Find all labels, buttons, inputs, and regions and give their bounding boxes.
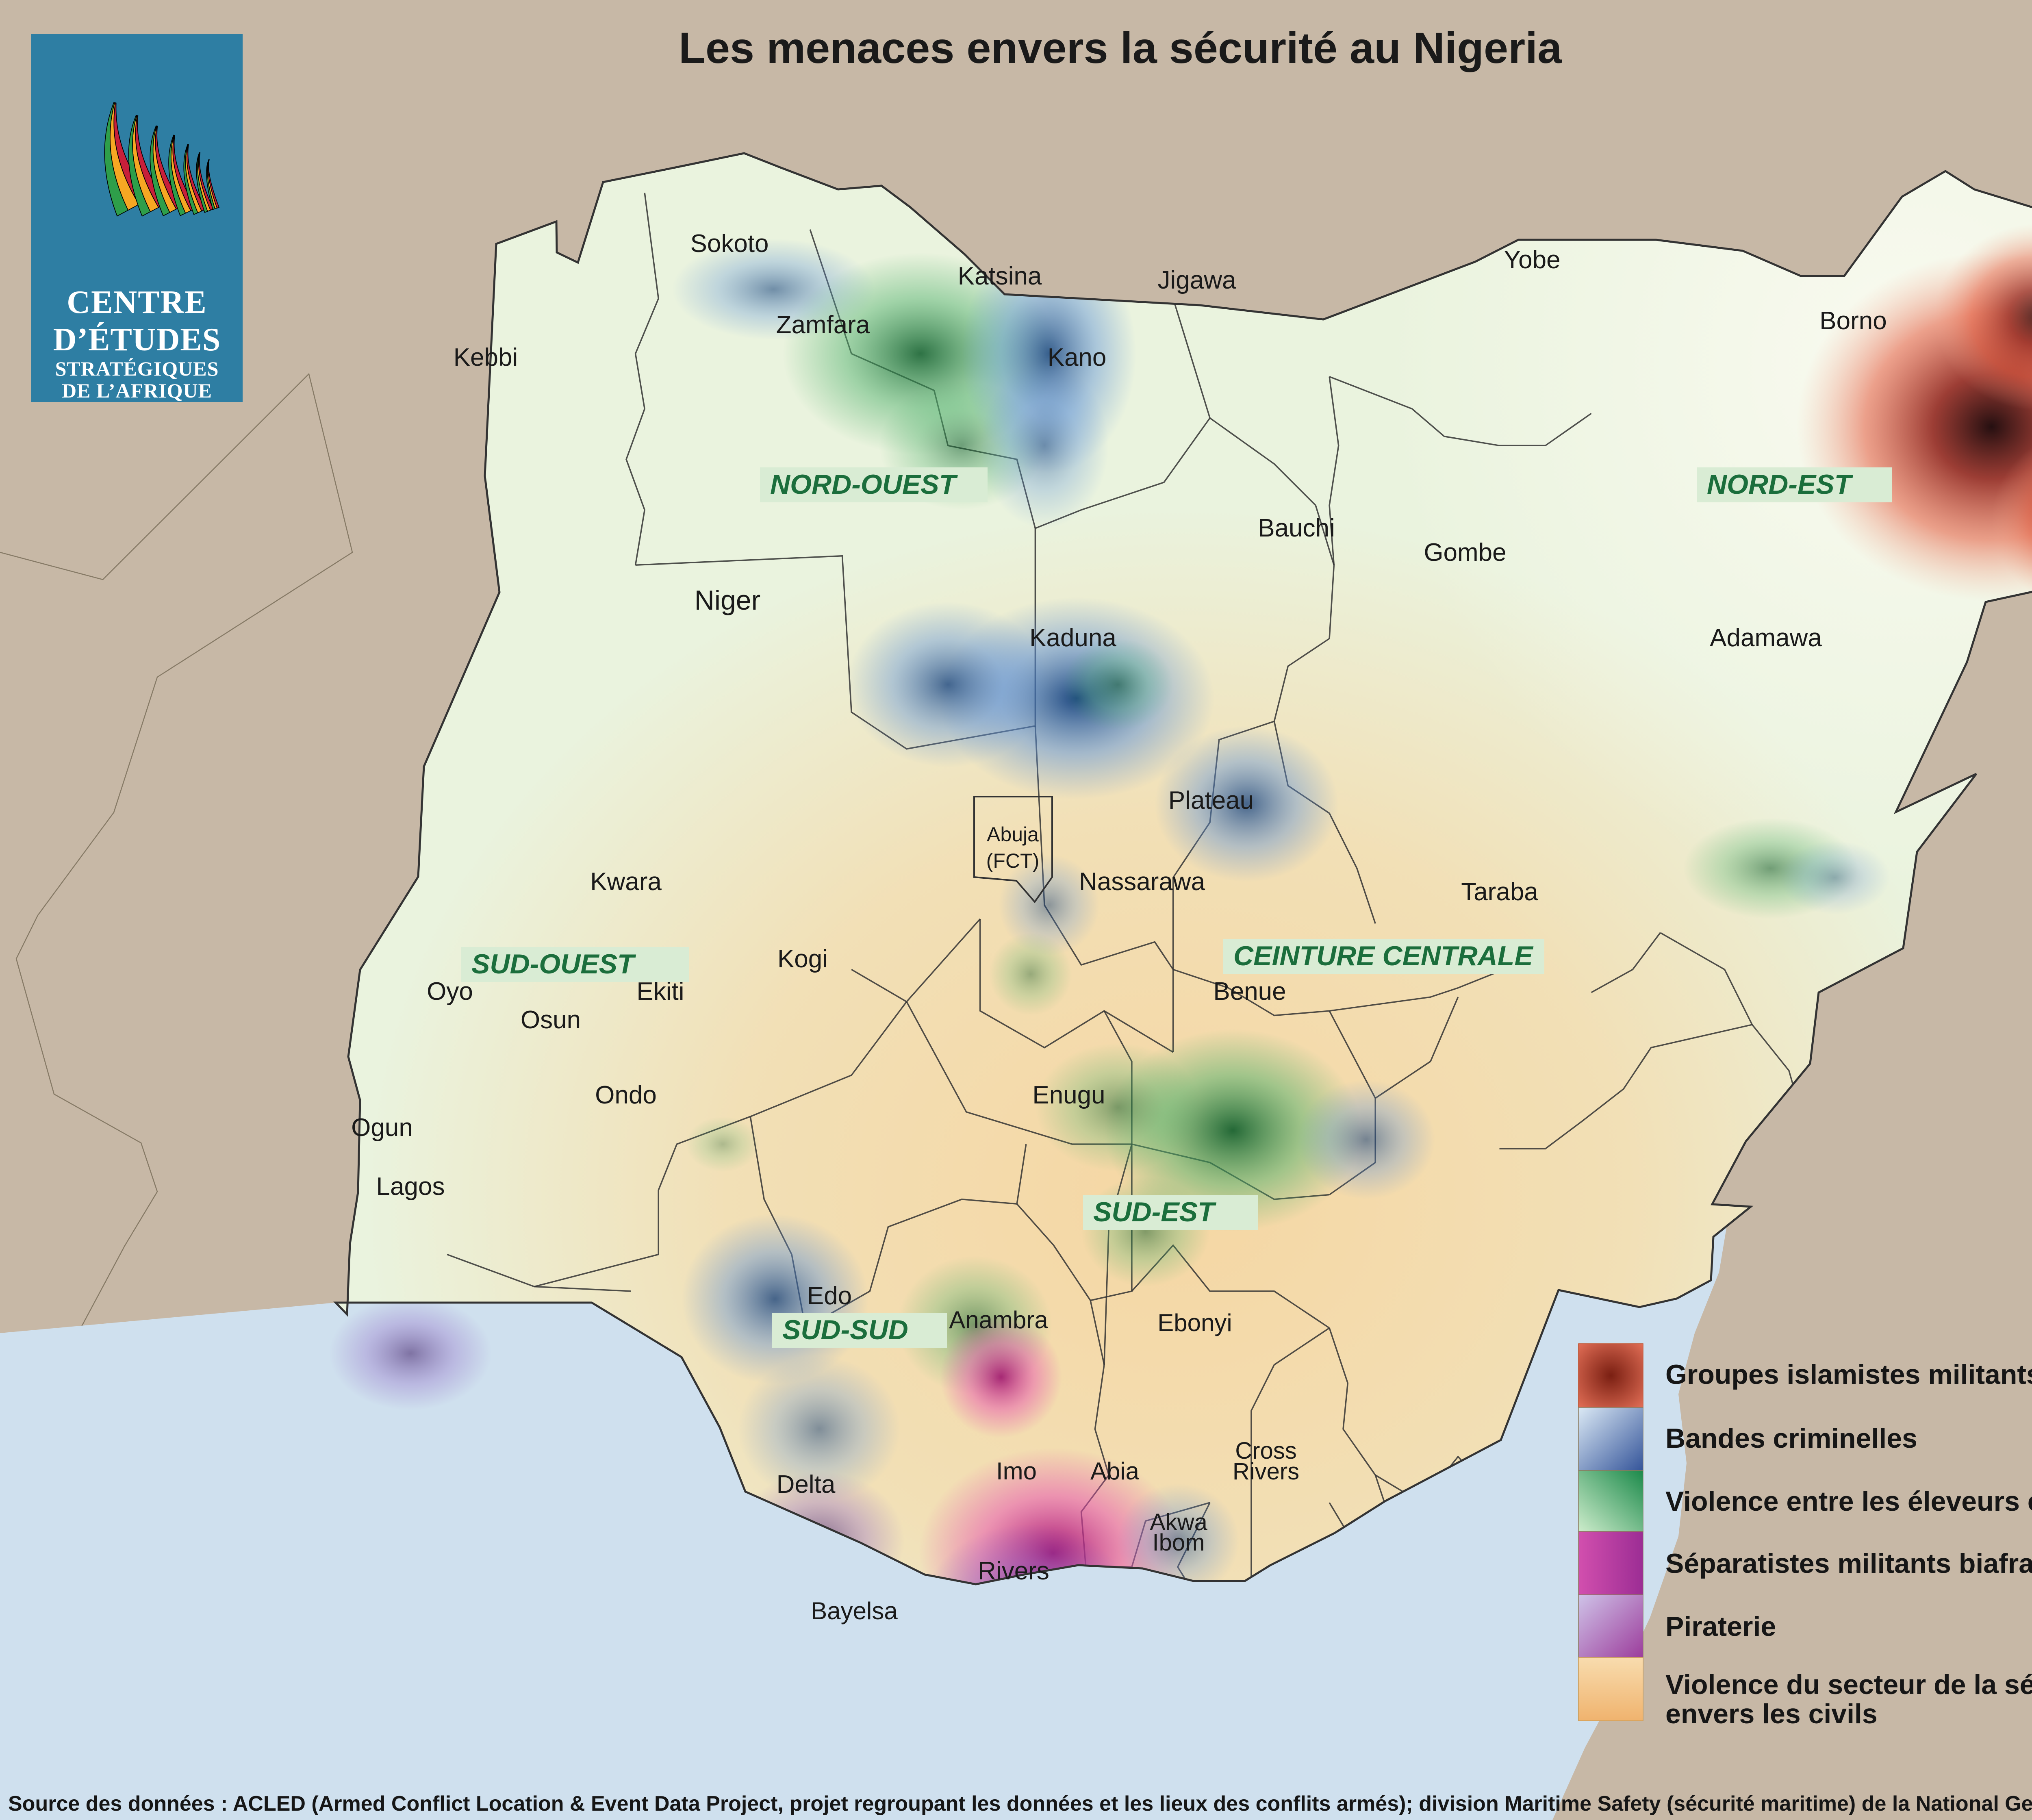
- svg-text:Sokoto: Sokoto: [690, 230, 769, 258]
- svg-text:Delta: Delta: [777, 1470, 836, 1499]
- svg-text:Bayelsa: Bayelsa: [811, 1597, 898, 1625]
- svg-text:Violence du secteur de la sécu: Violence du secteur de la sécurité: [1665, 1669, 2032, 1700]
- svg-text:Ondo: Ondo: [595, 1081, 657, 1109]
- svg-text:Plateau: Plateau: [1168, 786, 1254, 814]
- svg-text:Edo: Edo: [807, 1282, 852, 1310]
- svg-text:envers les civils: envers les civils: [1665, 1698, 1878, 1729]
- svg-text:Bauchi: Bauchi: [1258, 514, 1335, 542]
- svg-text:Taraba: Taraba: [1461, 878, 1538, 906]
- svg-text:Niger: Niger: [695, 585, 761, 616]
- svg-text:STRATÉGIQUES: STRATÉGIQUES: [55, 357, 219, 380]
- svg-text:Imo: Imo: [996, 1457, 1037, 1485]
- svg-text:Anambra: Anambra: [949, 1306, 1048, 1334]
- svg-text:Rivers: Rivers: [978, 1557, 1049, 1585]
- svg-text:D’ÉTUDES: D’ÉTUDES: [53, 322, 221, 358]
- svg-text:Kogi: Kogi: [777, 945, 828, 973]
- svg-text:CEINTURE CENTRALE: CEINTURE CENTRALE: [1233, 940, 1534, 971]
- svg-text:Osun: Osun: [521, 1006, 581, 1034]
- svg-text:Katsina: Katsina: [958, 262, 1042, 290]
- svg-text:Kwara: Kwara: [590, 868, 662, 896]
- svg-text:Ogun: Ogun: [351, 1114, 413, 1142]
- svg-text:CENTRE: CENTRE: [67, 285, 207, 320]
- svg-text:(FCT): (FCT): [986, 849, 1040, 872]
- svg-text:Kaduna: Kaduna: [1029, 624, 1116, 652]
- svg-text:Kebbi: Kebbi: [454, 343, 518, 371]
- svg-text:Yobe: Yobe: [1504, 246, 1560, 274]
- svg-text:Gombe: Gombe: [1424, 539, 1506, 567]
- svg-text:Lagos: Lagos: [376, 1173, 445, 1201]
- svg-text:Borno: Borno: [1819, 307, 1887, 335]
- svg-text:SUD-SUD: SUD-SUD: [782, 1314, 908, 1345]
- svg-text:Abuja: Abuja: [987, 823, 1039, 846]
- svg-text:Adamawa: Adamawa: [1710, 624, 1822, 652]
- svg-text:Jigawa: Jigawa: [1158, 266, 1237, 294]
- svg-text:Groupes islamistes militants: Groupes islamistes militants: [1665, 1359, 2032, 1390]
- svg-text:NORD-EST: NORD-EST: [1707, 469, 1854, 500]
- svg-text:DE L’AFRIQUE: DE L’AFRIQUE: [62, 379, 212, 402]
- svg-text:Ibom: Ibom: [1153, 1529, 1205, 1556]
- svg-text:Bandes criminelles: Bandes criminelles: [1665, 1423, 1917, 1454]
- svg-text:Piraterie: Piraterie: [1665, 1611, 1776, 1642]
- svg-text:Séparatistes militants biafrai: Séparatistes militants biafrais: [1665, 1548, 2032, 1579]
- svg-text:Violence entre les éleveurs et: Violence entre les éleveurs et les agric…: [1665, 1486, 2032, 1517]
- svg-text:Nassarawa: Nassarawa: [1079, 868, 1205, 896]
- svg-text:Enugu: Enugu: [1032, 1081, 1105, 1109]
- svg-text:Source des données : ACLED (Ar: Source des données : ACLED (Armed Confli…: [8, 1792, 2032, 1816]
- svg-text:Kano: Kano: [1048, 343, 1107, 371]
- svg-text:SUD-EST: SUD-EST: [1093, 1197, 1217, 1227]
- svg-text:Rivers: Rivers: [1233, 1458, 1299, 1485]
- svg-text:SUD-OUEST: SUD-OUEST: [471, 949, 636, 979]
- svg-text:Zamfara: Zamfara: [776, 311, 870, 339]
- svg-text:NORD-OUEST: NORD-OUEST: [770, 469, 958, 500]
- svg-text:Ebonyi: Ebonyi: [1157, 1309, 1232, 1336]
- svg-text:Benue: Benue: [1213, 977, 1286, 1006]
- svg-text:Abia: Abia: [1090, 1457, 1140, 1485]
